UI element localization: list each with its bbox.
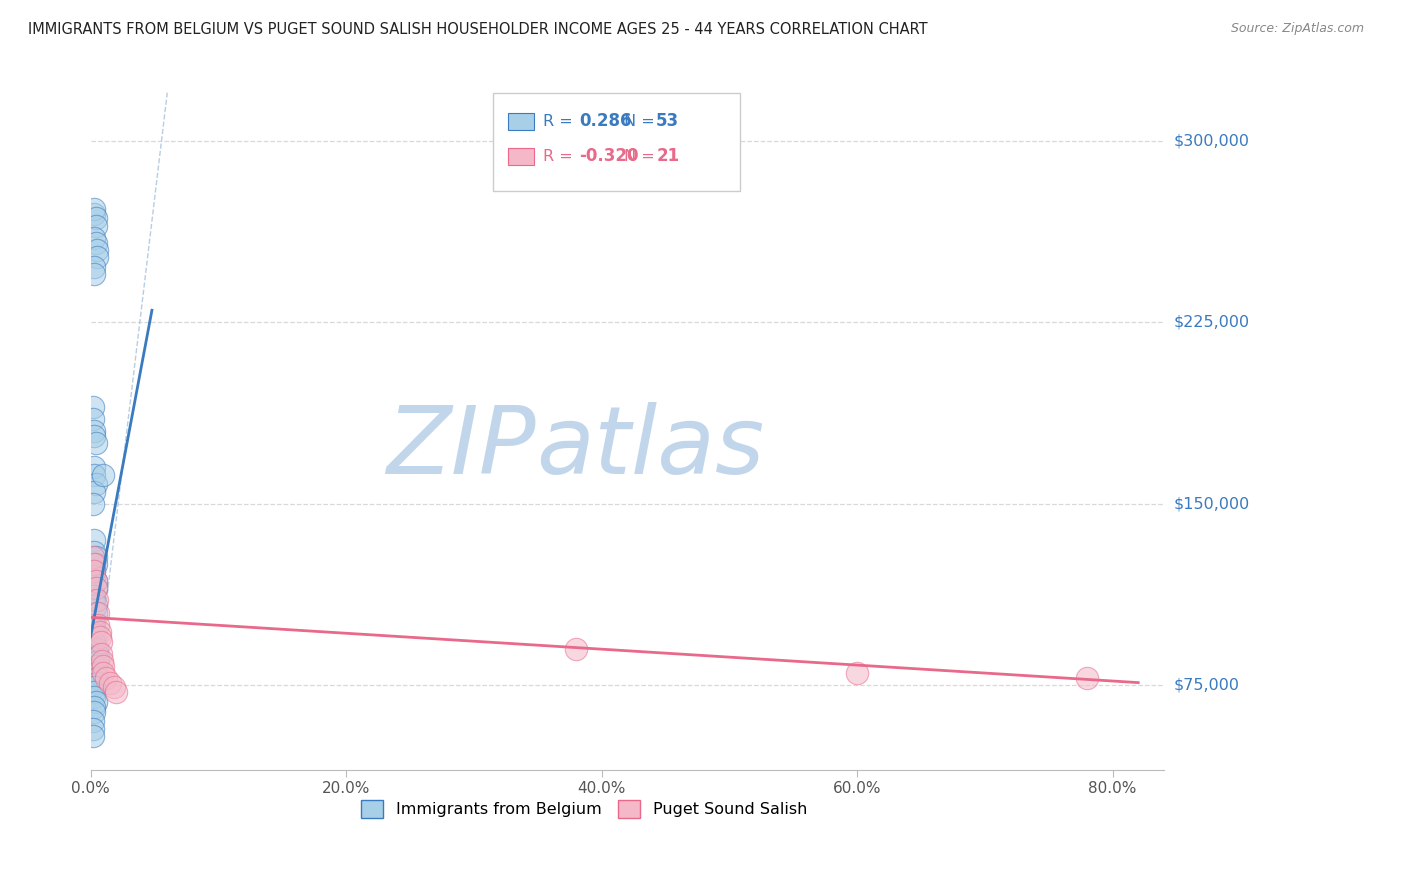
Point: [93, 665, 115, 680]
Legend: Immigrants from Belgium, Puget Sound Salish: Immigrants from Belgium, Puget Sound Sal…: [354, 794, 814, 825]
Point: [84, 477, 107, 491]
Point: [83, 467, 105, 482]
Point: [82, 549, 104, 564]
Point: [83, 429, 105, 443]
Text: Source: ZipAtlas.com: Source: ZipAtlas.com: [1230, 22, 1364, 36]
Point: [90, 647, 112, 661]
Point: [84, 211, 107, 226]
Point: [83, 690, 105, 705]
Point: [83, 202, 105, 216]
FancyBboxPatch shape: [508, 112, 534, 129]
Point: [105, 685, 128, 699]
Point: [84, 627, 107, 641]
Text: ZIP: ZIP: [387, 401, 536, 492]
Text: 0.286: 0.286: [579, 112, 631, 130]
Point: [1076, 671, 1098, 685]
Point: [83, 699, 105, 714]
Point: [84, 582, 107, 596]
Text: N =: N =: [624, 149, 659, 163]
Point: [83, 460, 105, 475]
Text: -0.320: -0.320: [579, 147, 638, 165]
Point: [98, 675, 121, 690]
Point: [83, 267, 105, 281]
Point: [84, 436, 107, 450]
Point: [82, 729, 104, 743]
Point: [83, 231, 105, 245]
Point: [84, 695, 107, 709]
Point: [83, 206, 105, 220]
Point: [93, 467, 115, 482]
Point: [86, 641, 108, 656]
FancyBboxPatch shape: [508, 148, 534, 165]
Point: [83, 565, 105, 579]
Point: [84, 574, 107, 588]
Point: [83, 681, 105, 695]
Point: [84, 658, 107, 673]
Point: [84, 219, 107, 233]
FancyBboxPatch shape: [494, 93, 740, 191]
Point: [86, 671, 108, 685]
Point: [83, 545, 105, 559]
Point: [84, 549, 107, 564]
Point: [86, 593, 108, 607]
Point: [83, 623, 105, 637]
Point: [87, 617, 110, 632]
Point: [84, 235, 107, 250]
Point: [87, 606, 110, 620]
Text: 21: 21: [657, 147, 679, 165]
Point: [846, 665, 869, 680]
Point: [91, 654, 114, 668]
Point: [87, 648, 110, 663]
Point: [84, 599, 107, 613]
Point: [83, 533, 105, 547]
Point: [83, 424, 105, 438]
Point: [83, 565, 105, 579]
Text: IMMIGRANTS FROM BELGIUM VS PUGET SOUND SALISH HOUSEHOLDER INCOME AGES 25 - 44 YE: IMMIGRANTS FROM BELGIUM VS PUGET SOUND S…: [28, 22, 928, 37]
Point: [93, 658, 115, 673]
Point: [83, 260, 105, 274]
Point: [83, 705, 105, 719]
Point: [82, 497, 104, 511]
Point: [90, 634, 112, 648]
Point: [86, 675, 108, 690]
Point: [83, 593, 105, 607]
Point: [83, 634, 105, 648]
Text: $150,000: $150,000: [1174, 496, 1250, 511]
Text: $225,000: $225,000: [1174, 315, 1250, 330]
Point: [83, 569, 105, 583]
Point: [83, 589, 105, 603]
Point: [84, 557, 107, 571]
Point: [84, 606, 107, 620]
Point: [83, 617, 105, 632]
Point: [94, 671, 117, 685]
Point: [84, 574, 107, 588]
Point: [82, 400, 104, 414]
Point: [83, 484, 105, 499]
Text: N =: N =: [624, 113, 659, 128]
Point: [84, 665, 107, 680]
Point: [82, 714, 104, 729]
Point: [86, 250, 108, 264]
Point: [89, 624, 111, 639]
Point: [86, 243, 108, 257]
Point: [89, 630, 111, 644]
Point: [103, 681, 125, 695]
Point: [82, 412, 104, 426]
Text: atlas: atlas: [536, 401, 765, 492]
Point: [82, 722, 104, 736]
Text: $300,000: $300,000: [1174, 134, 1250, 149]
Text: $75,000: $75,000: [1174, 678, 1240, 692]
Point: [83, 685, 105, 699]
Text: R =: R =: [544, 113, 578, 128]
Point: [84, 582, 107, 596]
Text: R =: R =: [544, 149, 578, 163]
Point: [565, 641, 588, 656]
Point: [83, 557, 105, 571]
Point: [87, 654, 110, 668]
Text: 53: 53: [657, 112, 679, 130]
